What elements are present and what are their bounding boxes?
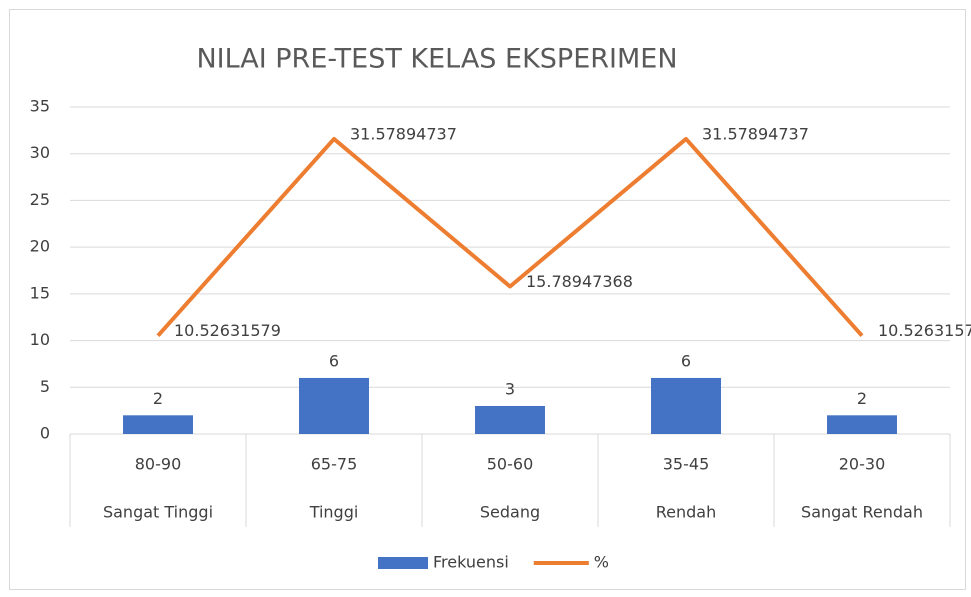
data-label: 31.57894737	[350, 124, 457, 143]
data-label: 6	[681, 351, 691, 370]
chart-border	[9, 9, 966, 590]
data-label: 3	[505, 379, 515, 398]
y-tick-label: 35	[30, 97, 50, 116]
data-label: 2	[153, 389, 163, 408]
bar	[123, 415, 193, 434]
bar	[651, 377, 721, 434]
x-group-label: Tinggi	[309, 503, 359, 522]
x-tick-label: 35-45	[663, 455, 710, 474]
legend-swatch	[378, 557, 428, 569]
bar	[475, 405, 545, 434]
y-tick-label: 5	[40, 377, 50, 396]
y-tick-label: 10	[30, 330, 50, 349]
x-tick-label: 80-90	[135, 455, 182, 474]
x-group-label: Sangat Tinggi	[103, 503, 213, 522]
x-tick-label: 65-75	[311, 455, 358, 474]
x-group-label: Rendah	[656, 503, 716, 522]
y-tick-label: 20	[30, 237, 50, 256]
legend-label: %	[594, 553, 609, 572]
y-tick-label: 15	[30, 283, 50, 302]
data-label: 2	[857, 389, 867, 408]
y-tick-label: 25	[30, 190, 50, 209]
bar	[299, 377, 369, 434]
y-tick-label: 30	[30, 143, 50, 162]
x-tick-label: 20-30	[839, 455, 886, 474]
x-group-label: Sedang	[480, 503, 540, 522]
line	[156, 136, 864, 337]
data-label: 10.52631579	[174, 321, 281, 340]
x-tick-label: 50-60	[487, 455, 534, 474]
bar	[827, 415, 897, 434]
chart-title: NILAI PRE-TEST KELAS EKSPERIMEN	[196, 44, 677, 75]
data-label: 31.57894737	[702, 124, 809, 143]
data-label: 15.78947368	[526, 272, 633, 291]
y-tick-label: 0	[40, 424, 50, 443]
data-label: 6	[329, 351, 339, 370]
x-group-label: Sangat Rendah	[801, 503, 923, 522]
legend-label: Frekuensi	[433, 553, 509, 572]
data-label: 10.52631579	[878, 321, 971, 340]
